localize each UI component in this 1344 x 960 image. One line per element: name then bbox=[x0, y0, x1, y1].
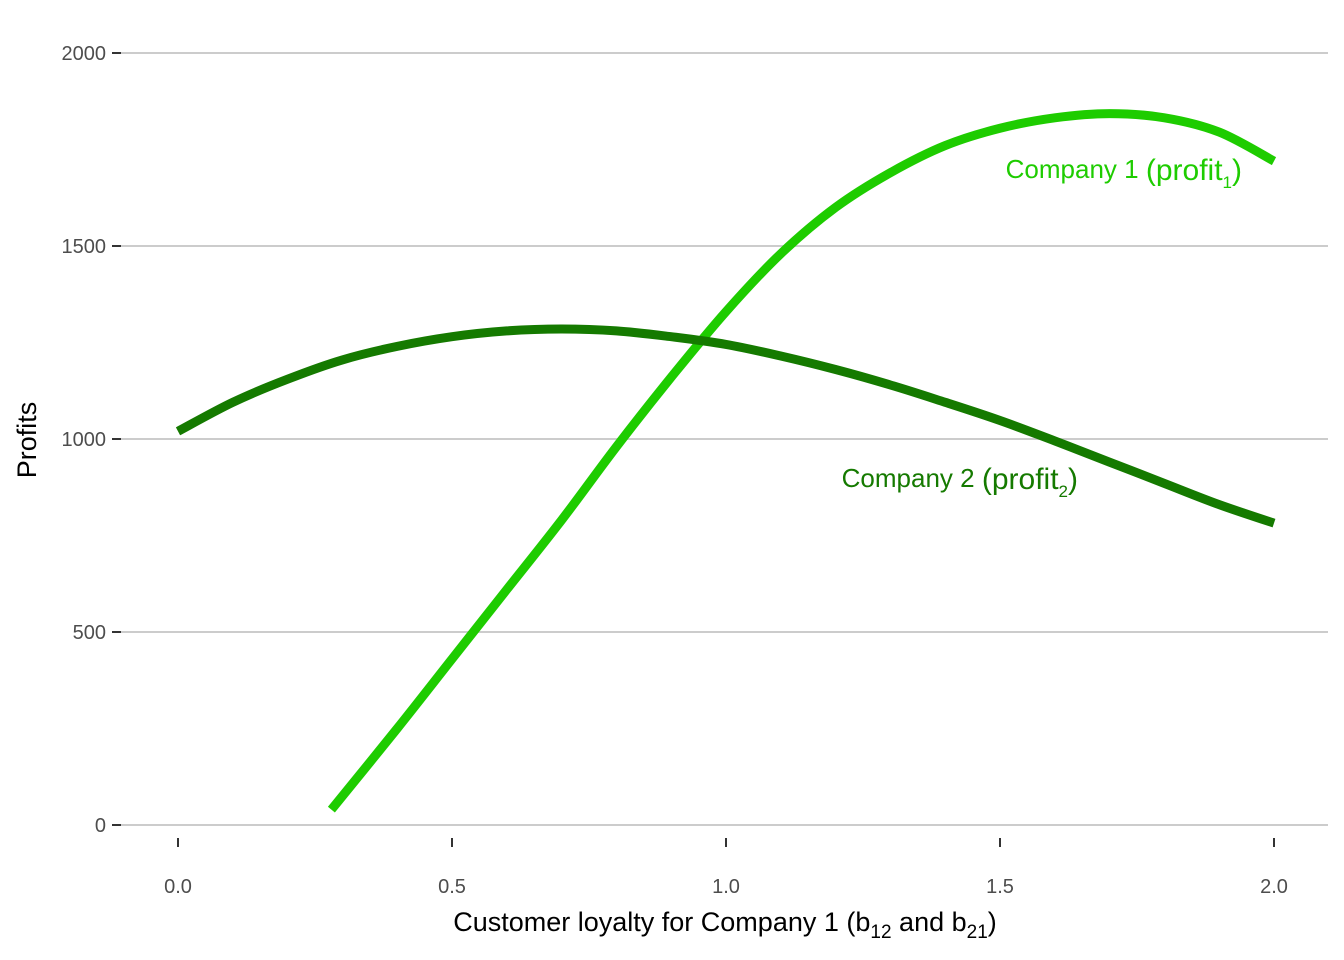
y-axis-title: Profits bbox=[12, 402, 42, 479]
x-tick-label-0.0: 0.0 bbox=[164, 876, 192, 898]
series-line-company-1 bbox=[327, 109, 1277, 813]
x-tick-label-1.0: 1.0 bbox=[712, 876, 740, 898]
series-line-company-2 bbox=[175, 324, 1276, 528]
y-tick-label-0: 0 bbox=[95, 815, 106, 837]
series-lines bbox=[175, 109, 1277, 813]
x-tick-label-2.0: 2.0 bbox=[1260, 876, 1288, 898]
series-label-company-1: Company 1 (profit1) bbox=[1006, 154, 1242, 192]
series-label-company-2: Company 2 (profit2) bbox=[842, 463, 1078, 501]
x-tick-label-1.5: 1.5 bbox=[986, 876, 1014, 898]
y-tick-label-500: 500 bbox=[73, 622, 106, 644]
y-tick-label-2000: 2000 bbox=[62, 43, 107, 65]
y-tick-label-1000: 1000 bbox=[62, 429, 107, 451]
y-axis: 0 500 1000 1500 2000 bbox=[62, 43, 121, 837]
y-tick-label-1500: 1500 bbox=[62, 236, 107, 258]
gridlines bbox=[120, 52, 1328, 826]
x-axis-title: Customer loyalty for Company 1 (b12 and … bbox=[453, 907, 997, 943]
x-tick-label-0.5: 0.5 bbox=[438, 876, 466, 898]
x-axis: 0.0 0.5 1.0 1.5 2.0 bbox=[164, 838, 1288, 898]
